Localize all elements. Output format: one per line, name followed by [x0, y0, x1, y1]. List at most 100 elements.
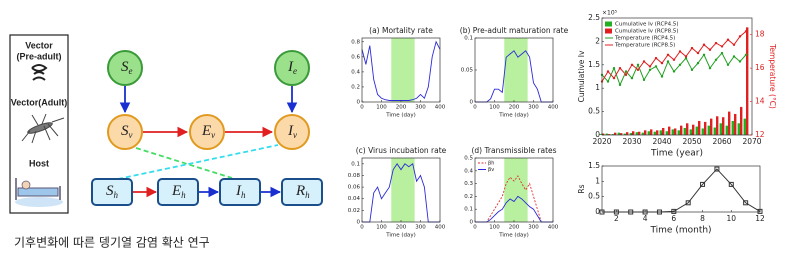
node-label: Iv [287, 123, 297, 140]
y-tick-label: 0 [357, 220, 361, 226]
bar [686, 123, 689, 135]
bar [653, 131, 656, 135]
bar [731, 120, 734, 135]
y-tick-label: 1.5 [588, 60, 600, 69]
label: Vector [25, 40, 53, 50]
marker [672, 70, 676, 73]
legend-box: Vector (Pre-adult) Vector(Adult) Host [9, 34, 69, 214]
node [157, 178, 199, 206]
x-axis-label: Time (day) [498, 233, 529, 239]
marker [642, 60, 646, 63]
y-axis-label: Rs [577, 184, 586, 193]
x-tick-label: 300 [528, 105, 539, 111]
marker [684, 56, 688, 60]
x-tick-label: 2070 [742, 137, 761, 146]
line [601, 52, 747, 87]
marker [702, 43, 706, 46]
dashed-link [135, 147, 233, 179]
x-tick-label: 8 [700, 214, 705, 223]
x-tick-label: 2020 [592, 137, 611, 146]
bar [608, 134, 611, 135]
plot-frame [601, 17, 753, 136]
marker [726, 63, 730, 66]
marker [690, 46, 694, 50]
diagram-arrows [117, 86, 298, 198]
bar [707, 125, 710, 135]
marker [696, 51, 700, 55]
legend-swatch [605, 28, 612, 34]
bar [665, 131, 668, 135]
bar [614, 132, 617, 135]
bar [605, 133, 608, 135]
y-tick-label: 0.8 [351, 39, 360, 45]
line [475, 195, 553, 223]
bar [659, 130, 662, 135]
bar [695, 126, 698, 135]
node [274, 50, 310, 86]
bar [689, 129, 692, 135]
marker [708, 48, 712, 51]
marker [654, 65, 658, 68]
legend-label: Cumulative Iv (RCP8.5) [615, 29, 679, 35]
marker [660, 61, 664, 65]
x-tick-label: 100 [489, 225, 500, 231]
marker [624, 70, 628, 73]
y2-tick-label: 18 [755, 30, 765, 39]
caption: 기후변화에 따른 뎅기열 감염 확산 연구 [14, 236, 210, 250]
marker [660, 75, 664, 78]
node-label: Ie [287, 59, 297, 76]
y-tick-label: 0 [470, 220, 474, 226]
bar [713, 127, 716, 135]
y-tick-label: 0.6 [351, 54, 360, 60]
y-tick-label: 0.06 [348, 185, 361, 191]
larva-icon [31, 64, 48, 81]
y-tick-label: 2 [595, 36, 600, 45]
y-tick-label: 0.5 [588, 107, 600, 116]
bar [746, 27, 749, 135]
x-tick-label: 10 [726, 214, 736, 223]
x-tick-label: 4 [643, 214, 648, 223]
host-icon [15, 178, 63, 207]
y-tick-label: 0.02 [348, 208, 360, 214]
marker [714, 58, 718, 61]
x-tick-label: 2060 [712, 137, 731, 146]
line [362, 163, 440, 223]
x-tick-label: 0 [360, 225, 364, 231]
bar [668, 126, 671, 135]
marker [744, 53, 748, 56]
marker [636, 63, 640, 66]
marker [738, 60, 742, 63]
bar [602, 133, 605, 135]
marker [714, 166, 720, 172]
legend-label: Cumulative Iv (RCP4.5) [615, 22, 679, 28]
y-tick-label: 0.1 [351, 161, 360, 167]
chart-title: (b) Pre-adult maturation rate [460, 26, 569, 35]
bar [626, 132, 629, 135]
bar [620, 133, 623, 135]
x-tick-label: 400 [548, 225, 559, 231]
x-tick-label: 200 [509, 225, 520, 231]
y2-tick-label: 12 [755, 130, 765, 139]
marker [678, 63, 682, 66]
legend-label: Temperature (RCP4.5) [614, 36, 675, 42]
bar [680, 125, 683, 135]
bar [644, 130, 647, 135]
marker [654, 56, 658, 60]
x-tick-label: 2030 [622, 137, 641, 146]
x-tick-label: 2040 [652, 137, 671, 146]
marker [708, 66, 712, 70]
bar [599, 134, 602, 135]
y-tick-label: 0 [470, 100, 474, 106]
x-tick-label: 2050 [682, 137, 701, 146]
y-tick-label: 0.08 [348, 173, 361, 179]
shaded-region [391, 38, 415, 102]
plot-frame [601, 165, 761, 213]
x-axis-label: Time (month) [649, 226, 711, 236]
node-label: Rh [295, 183, 310, 200]
bar [692, 124, 695, 135]
node [219, 178, 261, 206]
marker [648, 65, 652, 68]
marker [630, 76, 634, 80]
